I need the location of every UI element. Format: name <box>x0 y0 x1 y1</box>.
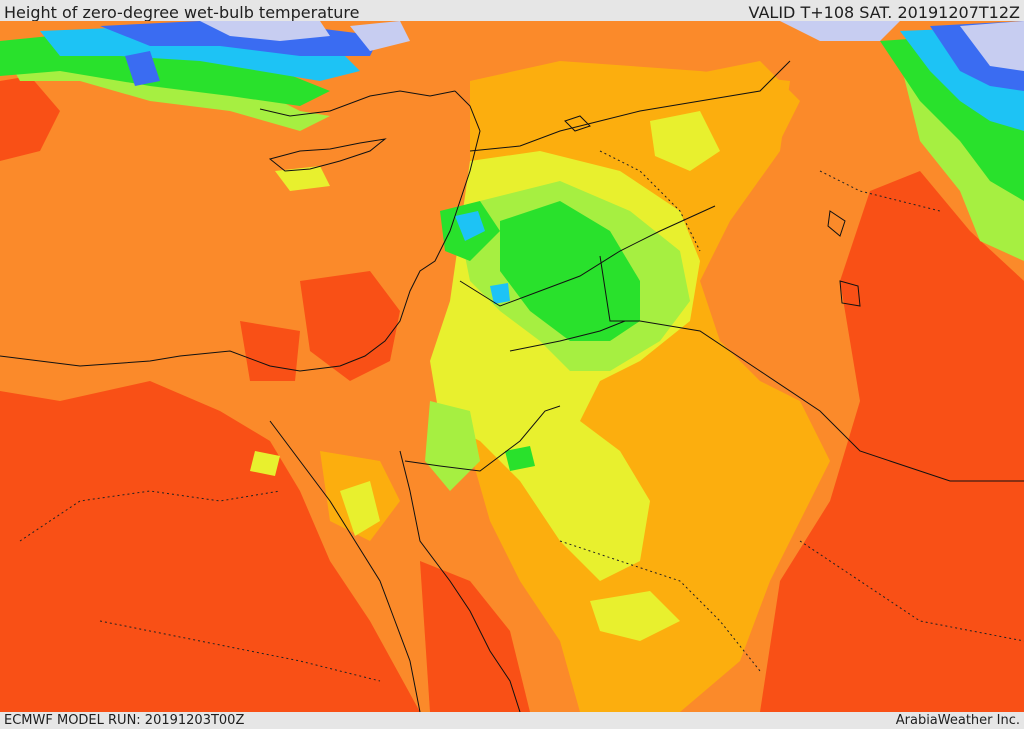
footer-bar: ECMWF MODEL RUN: 20191203T00Z ArabiaWeat… <box>0 712 1024 729</box>
borders <box>404 60 1024 482</box>
valid-time: VALID T+108 SAT. 20191207T12Z <box>748 3 1020 22</box>
coastlines <box>0 90 861 712</box>
header-bar: Height of zero-degree wet-bulb temperatu… <box>0 0 1024 22</box>
lavender-field <box>200 21 1024 71</box>
weather-map[interactable] <box>0 21 1024 712</box>
deep-orange-field <box>0 76 1024 712</box>
sub-borders <box>19 150 1024 682</box>
model-run-label: ECMWF MODEL RUN: 20191203T00Z <box>4 713 245 728</box>
map-title: Height of zero-degree wet-bulb temperatu… <box>4 3 360 22</box>
credit-label: ArabiaWeather Inc. <box>895 713 1020 728</box>
